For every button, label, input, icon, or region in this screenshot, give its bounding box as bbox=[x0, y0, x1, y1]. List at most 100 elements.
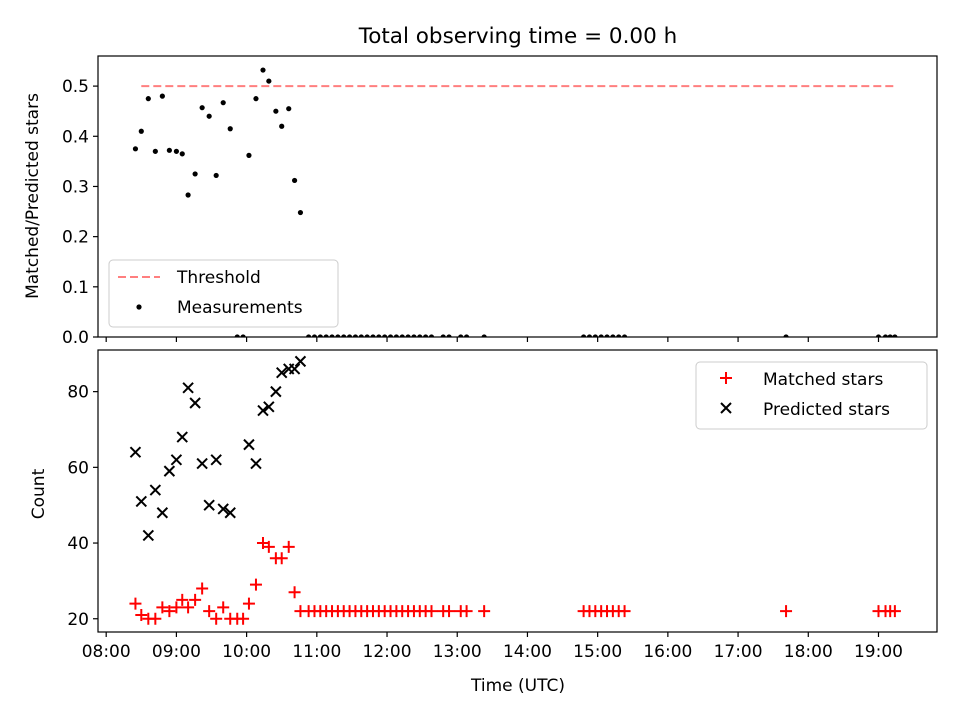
predicted-point bbox=[263, 401, 275, 413]
measurement-point bbox=[376, 334, 382, 337]
measurement-point bbox=[352, 334, 359, 337]
measurement-point bbox=[206, 113, 212, 119]
bottom-y-axis-label: Count bbox=[29, 468, 49, 519]
measurement-point bbox=[399, 334, 405, 337]
measurement-point bbox=[273, 108, 279, 114]
measurement-point bbox=[240, 334, 246, 337]
measurement-point bbox=[173, 148, 180, 154]
y-tick-label: 40 bbox=[67, 534, 89, 554]
measurement-point bbox=[266, 78, 272, 84]
measurement-point bbox=[358, 334, 364, 337]
bottom-marks bbox=[129, 355, 901, 625]
matched-point bbox=[203, 605, 216, 618]
measurement-point bbox=[329, 334, 335, 337]
measurement-point bbox=[592, 334, 598, 337]
measurement-point bbox=[458, 334, 464, 337]
legend-measurements-label: Measurements bbox=[177, 298, 303, 318]
measurement-point bbox=[783, 334, 789, 337]
measurement-point bbox=[159, 93, 165, 99]
axes-frame bbox=[97, 349, 938, 633]
predicted-point bbox=[196, 457, 208, 470]
matched-point bbox=[460, 605, 473, 618]
measurement-point bbox=[604, 334, 610, 337]
bottom-legend-box bbox=[695, 361, 928, 430]
matched-point bbox=[182, 601, 195, 614]
predicted-point bbox=[224, 507, 236, 519]
predicted-point bbox=[170, 454, 183, 466]
measurement-point bbox=[335, 334, 341, 337]
predicted-point bbox=[276, 367, 288, 379]
measurement-point bbox=[279, 123, 285, 129]
predicted-point bbox=[182, 382, 194, 394]
measurement-point bbox=[463, 334, 470, 337]
measurement-point bbox=[132, 146, 139, 152]
predicted-point bbox=[217, 503, 229, 515]
bottom-panel: 20 40 60 80 08:00 09:00 10:00 11:00 12:00 13:00 14… bbox=[29, 349, 938, 696]
measurement-point bbox=[387, 334, 394, 337]
matched-point bbox=[156, 601, 169, 614]
matched-point bbox=[176, 593, 189, 606]
legend-measurements-swatch bbox=[136, 304, 142, 310]
x-tick-label: 19:00 bbox=[854, 642, 903, 662]
measurement-point bbox=[234, 334, 240, 337]
bottom-axes: 20 40 60 80 08:00 09:00 10:00 11:00 12:00 13:00 14… bbox=[67, 349, 938, 662]
x-tick-label: 16:00 bbox=[643, 642, 692, 662]
measurement-point bbox=[253, 96, 259, 102]
matched-point bbox=[888, 605, 901, 618]
predicted-point bbox=[189, 397, 201, 409]
x-tick-label: 17:00 bbox=[714, 642, 763, 662]
matched-point bbox=[210, 612, 223, 625]
measurement-point bbox=[227, 126, 233, 132]
measurement-point bbox=[138, 128, 144, 134]
predicted-point bbox=[203, 499, 215, 511]
axes-frame bbox=[97, 55, 938, 338]
measurement-point bbox=[291, 177, 298, 184]
measurement-point bbox=[423, 334, 429, 337]
y-tick-label: 0.0 bbox=[62, 328, 89, 348]
predicted-point bbox=[135, 495, 148, 508]
measurement-point bbox=[481, 334, 487, 337]
predicted-point bbox=[288, 363, 301, 375]
legend-matched-label: Matched stars bbox=[763, 370, 883, 390]
measurement-point bbox=[610, 334, 616, 337]
measurement-point bbox=[382, 334, 388, 337]
y-tick-label: 80 bbox=[67, 383, 89, 403]
predicted-point bbox=[156, 507, 169, 519]
predicted-point bbox=[243, 438, 255, 451]
predicted-point bbox=[270, 385, 282, 398]
measurement-point bbox=[246, 152, 252, 158]
matched-point bbox=[189, 593, 202, 606]
measurement-point bbox=[621, 334, 628, 337]
measurement-point bbox=[586, 334, 593, 337]
measurement-point bbox=[346, 334, 353, 337]
x-tick-label: 14:00 bbox=[503, 642, 552, 662]
measurement-point bbox=[192, 171, 198, 177]
predicted-point bbox=[257, 404, 269, 417]
measurement-point bbox=[440, 334, 446, 337]
matched-point bbox=[288, 586, 301, 599]
bottom-legend: Matched stars Predicted stars bbox=[695, 361, 928, 430]
measurement-point bbox=[370, 334, 376, 337]
top-axes: 0.0 0.1 0.2 0.3 0.4 0.5 bbox=[62, 55, 938, 348]
y-tick-label: 60 bbox=[67, 458, 89, 478]
x-tick-label: 18:00 bbox=[784, 642, 833, 662]
measurement-point bbox=[323, 334, 329, 337]
y-tick-label: 0.3 bbox=[62, 177, 89, 197]
legend-predicted-swatch bbox=[720, 402, 732, 414]
measurement-point bbox=[875, 334, 882, 337]
matched-point bbox=[443, 605, 456, 618]
measurement-point bbox=[166, 147, 172, 153]
x-tick-label: 15:00 bbox=[573, 642, 622, 662]
measurement-point bbox=[220, 100, 226, 106]
matched-point bbox=[262, 540, 275, 553]
measurement-point bbox=[892, 334, 898, 337]
measurement-point bbox=[297, 209, 304, 216]
y-tick-label: 0.5 bbox=[62, 77, 89, 97]
legend-matched-swatch bbox=[720, 372, 732, 384]
measurement-point bbox=[446, 334, 452, 337]
matched-point bbox=[217, 601, 230, 614]
x-tick-label: 11:00 bbox=[292, 642, 341, 662]
matched-point bbox=[149, 612, 162, 625]
matched-point bbox=[249, 578, 262, 591]
